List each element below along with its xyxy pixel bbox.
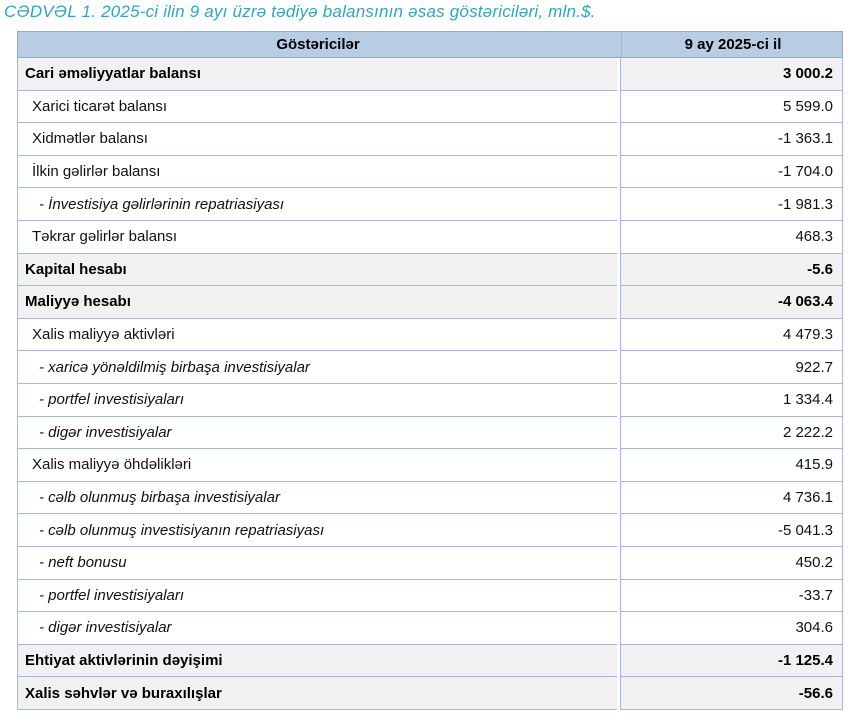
- row-value: 2 222.2: [620, 416, 843, 450]
- header-period-column: 9 ay 2025-ci il: [621, 32, 844, 57]
- row-label: Xarici ticarət balansı: [17, 90, 617, 124]
- column-gap: [617, 579, 620, 613]
- row-label: - digər investisiyalar: [17, 416, 617, 450]
- row-value: 3 000.2: [620, 58, 843, 91]
- table-row: - neft bonusu 450.2: [17, 546, 843, 580]
- column-gap: [617, 383, 620, 417]
- row-value: -56.6: [620, 677, 843, 710]
- row-value: -5.6: [620, 253, 843, 287]
- row-label: - cəlb olunmuş investisiyanın repatriasi…: [17, 514, 617, 547]
- row-label: - İnvestisiya gəlirlərinin repatriasiyas…: [17, 188, 617, 221]
- table-row: Maliyyə hesabı -4 063.4: [17, 286, 843, 319]
- row-value: -1 125.4: [620, 644, 843, 678]
- row-label: Təkrar gəlirlər balansı: [17, 220, 617, 254]
- row-label: - xaricə yönəldilmiş birbaşa investisiya…: [17, 351, 617, 384]
- row-value: -1 981.3: [620, 188, 843, 221]
- table-row: Xalis səhvlər və buraxılışlar -56.6: [17, 677, 843, 710]
- table-row: Kapital hesabı -5.6: [17, 253, 843, 287]
- table-row: - cəlb olunmuş investisiyanın repatriasi…: [17, 514, 843, 547]
- column-gap: [617, 253, 620, 287]
- column-gap: [617, 155, 620, 189]
- table-row: - digər investisiyalar 2 222.2: [17, 416, 843, 450]
- table-row: - cəlb olunmuş birbaşa investisiyalar 4 7…: [17, 481, 843, 515]
- column-gap: [617, 677, 620, 710]
- column-gap: [617, 514, 620, 547]
- column-gap: [617, 90, 620, 124]
- table-row: Xalis maliyyə öhdəlikləri 415.9: [17, 449, 843, 482]
- row-label: Xalis maliyyə aktivləri: [17, 318, 617, 352]
- table-row: - portfel investisiyaları -33.7: [17, 579, 843, 613]
- row-label: Xidmətlər balansı: [17, 123, 617, 156]
- table-row: Xidmətlər balansı -1 363.1: [17, 123, 843, 156]
- column-gap: [617, 123, 620, 156]
- row-value: 5 599.0: [620, 90, 843, 124]
- row-value: 468.3: [620, 220, 843, 254]
- row-label: - neft bonusu: [17, 546, 617, 580]
- balance-of-payments-table: Göstəricilər 9 ay 2025-ci il Cari əməliy…: [17, 31, 843, 710]
- column-gap: [617, 220, 620, 254]
- row-label: Xalis səhvlər və buraxılışlar: [17, 677, 617, 710]
- table-row: - digər investisiyalar 304.6: [17, 612, 843, 645]
- row-value: 450.2: [620, 546, 843, 580]
- header-indicators-column: Göstəricilər: [276, 36, 360, 53]
- row-value: -4 063.4: [620, 286, 843, 319]
- row-label: Xalis maliyyə öhdəlikləri: [17, 449, 617, 482]
- row-value: -1 704.0: [620, 155, 843, 189]
- row-label: - digər investisiyalar: [17, 612, 617, 645]
- row-label: - cəlb olunmuş birbaşa investisiyalar: [17, 481, 617, 515]
- row-value: 922.7: [620, 351, 843, 384]
- column-gap: [617, 546, 620, 580]
- row-value: -5 041.3: [620, 514, 843, 547]
- row-value: 415.9: [620, 449, 843, 482]
- row-label: - portfel investisiyaları: [17, 579, 617, 613]
- table-row: - xaricə yönəldilmiş birbaşa investisiya…: [17, 351, 843, 384]
- table-title: CƏDVƏL 1. 2025-ci ilin 9 ayı üzrə tədiyə…: [4, 2, 596, 21]
- row-label: Kapital hesabı: [17, 253, 617, 287]
- table-row: İlkin gəlirlər balansı -1 704.0: [17, 155, 843, 189]
- table-row: Ehtiyat aktivlərinin dəyişimi -1 125.4: [17, 644, 843, 678]
- table-row: Xalis maliyyə aktivləri 4 479.3: [17, 318, 843, 352]
- header-column-gap: [618, 32, 621, 57]
- table-row: Cari əməliyyatlar balansı 3 000.2: [17, 58, 843, 91]
- column-gap: [617, 612, 620, 645]
- row-label: Cari əməliyyatlar balansı: [17, 58, 617, 91]
- table-row: - İnvestisiya gəlirlərinin repatriasiyas…: [17, 188, 843, 221]
- row-value: 4 736.1: [620, 481, 843, 515]
- balance-table-body: Cari əməliyyatlar balansı 3 000.2 Xarici t…: [17, 58, 843, 710]
- row-value: 1 334.4: [620, 383, 843, 417]
- column-gap: [617, 449, 620, 482]
- column-gap: [617, 481, 620, 515]
- column-gap: [617, 318, 620, 352]
- table-row: - portfel investisiyaları 1 334.4: [17, 383, 843, 417]
- table-row: Təkrar gəlirlər balansı 468.3: [17, 220, 843, 254]
- row-value: -33.7: [620, 579, 843, 613]
- column-gap: [617, 188, 620, 221]
- table-row: Xarici ticarət balansı 5 599.0: [17, 90, 843, 124]
- row-label: Ehtiyat aktivlərinin dəyişimi: [17, 644, 617, 678]
- column-gap: [617, 351, 620, 384]
- row-value: 4 479.3: [620, 318, 843, 352]
- column-gap: [617, 58, 620, 91]
- column-gap: [617, 286, 620, 319]
- row-label: - portfel investisiyaları: [17, 383, 617, 417]
- table-header-row: Göstəricilər 9 ay 2025-ci il: [17, 31, 843, 58]
- row-label: Maliyyə hesabı: [17, 286, 617, 319]
- column-gap: [617, 416, 620, 450]
- row-value: -1 363.1: [620, 123, 843, 156]
- column-gap: [617, 644, 620, 678]
- row-value: 304.6: [620, 612, 843, 645]
- row-label: İlkin gəlirlər balansı: [17, 155, 617, 189]
